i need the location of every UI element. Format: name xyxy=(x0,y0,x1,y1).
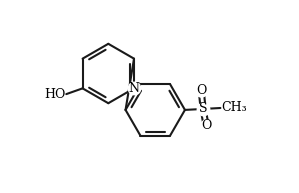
Text: CH₃: CH₃ xyxy=(221,102,247,114)
Text: S: S xyxy=(199,102,208,115)
Text: O: O xyxy=(196,84,206,97)
Text: HO: HO xyxy=(44,88,65,101)
Text: O: O xyxy=(201,119,211,132)
Text: N: N xyxy=(129,82,140,95)
